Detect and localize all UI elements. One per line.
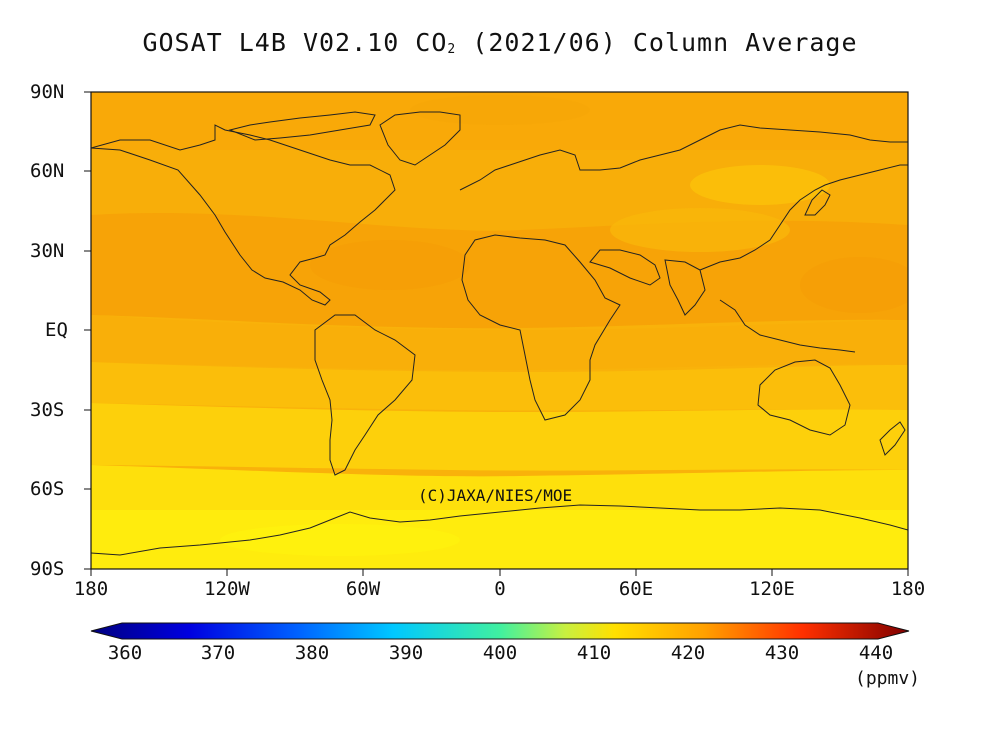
colorbar-tick-label: 370 [200,642,236,664]
lon-label-60e: 60E [618,578,654,600]
colorbar-tick-label: 420 [670,642,706,664]
coastlines [91,111,908,556]
colorbar [90,622,910,640]
lat-label-90n: 90N [30,81,65,103]
lat-label-60n: 60N [30,160,65,182]
coast-north-america [91,124,396,306]
colorbar-tick-label: 400 [482,642,518,664]
lat-label-30n: 30N [30,240,65,262]
band-south-polar [91,510,908,569]
colorbar-tick-label: 410 [576,642,612,664]
band-south-tropics [91,362,908,411]
coast-africa [461,234,621,421]
colorbar-tick-label: 390 [388,642,424,664]
colorbar-tick-label: 360 [107,642,143,664]
title-subscript: 2 [447,42,457,57]
colorbar-tick-label: 440 [858,642,894,664]
coast-australia [757,359,851,436]
co2-field [91,92,908,569]
patch-pacific-north [800,257,908,313]
lon-label-180w: 180 [73,578,109,600]
axis-ticks [84,91,909,576]
patch-atlantic-north [310,240,470,290]
title-prefix: GOSAT L4B V02.10 CO [142,28,448,57]
coast-japan [804,189,831,216]
patch-siberia [690,165,830,205]
coast-arctic-islands [228,111,376,141]
map-title: GOSAT L4B V02.10 CO2 (2021/06) Column Av… [0,28,1000,57]
lon-label-0: 0 [494,578,506,600]
lon-label-120e: 120E [749,578,795,600]
coast-se-asia [719,299,856,353]
coast-east-asia [699,164,908,271]
coast-antarctica [91,504,908,556]
band-south-mid [91,403,908,471]
band-equator [91,315,908,371]
colorbar-tick-label: 380 [294,642,330,664]
lat-label-30s: 30S [30,399,65,421]
coast-arabia [589,249,661,286]
coast-europe [459,124,908,191]
credit-label: (C)JAXA/NIES/MOE [418,486,573,505]
lat-label-90s: 90S [30,558,65,580]
colorbar-tick-label: 430 [764,642,800,664]
lat-label-60s: 60S [30,478,65,500]
lat-label-eq: EQ [45,319,68,341]
patch-arctic [410,95,590,125]
coast-new-zealand [879,421,906,456]
coast-south-america [314,314,416,476]
coast-india [664,259,706,316]
patch-asia [610,208,790,252]
lon-label-120w: 120W [204,578,250,600]
lon-label-180e: 180 [890,578,926,600]
lon-label-60w: 60W [345,578,381,600]
coast-greenland [379,111,461,166]
title-suffix: (2021/06) Column Average [456,28,858,57]
colorbar-units: (ppmv) [855,668,921,689]
band-south-high [91,465,908,516]
patch-antarctic [220,524,460,556]
